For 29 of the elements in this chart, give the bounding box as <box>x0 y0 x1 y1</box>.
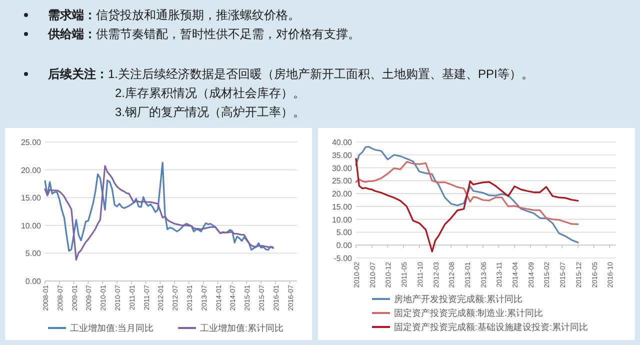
y-tick-label: 20.00 <box>20 166 42 175</box>
y-tick-label: 5.00 <box>25 249 42 258</box>
y-tick-label: 40.00 <box>332 138 353 147</box>
legend-label: 工业增加值:累计同比 <box>200 323 284 333</box>
text: 3.钢厂的复产情况（高炉开工率）。 <box>115 105 306 119</box>
line-series <box>355 161 579 226</box>
text: 2.库存累积情况（成材社会库存）。 <box>115 86 306 100</box>
y-tick-label: 30.00 <box>332 164 353 173</box>
legend-label: 房地产开发投资完成额:累计同比 <box>394 294 523 304</box>
text: 供给端：供需节奏错配，暂时性供不足需，对价格有支撑。 <box>47 27 360 41</box>
legend-label: 固定资产投资完成额:基础设施建设投资:累计同比 <box>394 322 588 332</box>
y-tick-label: 15.00 <box>332 202 353 212</box>
y-tick-label: 25.00 <box>20 138 42 147</box>
y-tick-label: 25.00 <box>332 176 353 186</box>
y-tick-label: 20.00 <box>332 190 353 199</box>
y-tick-label: 10.00 <box>20 221 42 230</box>
legend-label: 固定资产投资完成额:制造业:累计同比 <box>394 308 544 318</box>
y-tick-label: 35.00 <box>332 150 353 160</box>
line-series <box>355 146 579 244</box>
legend-label: 工业增加值:当月同比 <box>70 323 154 333</box>
text: 需求端：信贷投放和通胀预期，推涨螺纹价格。 <box>48 8 300 22</box>
y-tick-label: 0.00 <box>336 241 353 250</box>
y-tick-label: 10.00 <box>332 215 353 224</box>
y-tick-label: 0.00 <box>25 277 42 286</box>
line-series <box>355 158 579 252</box>
y-tick-label: 15.00 <box>20 194 42 203</box>
y-tick-label: -5.00 <box>334 254 353 263</box>
text: 后续关注：1.关注后续经济数据是否回暖（房地产新开工面积、土地购置、基建、PPI等）。 <box>47 67 534 81</box>
y-tick-label: 5.00 <box>336 228 353 238</box>
